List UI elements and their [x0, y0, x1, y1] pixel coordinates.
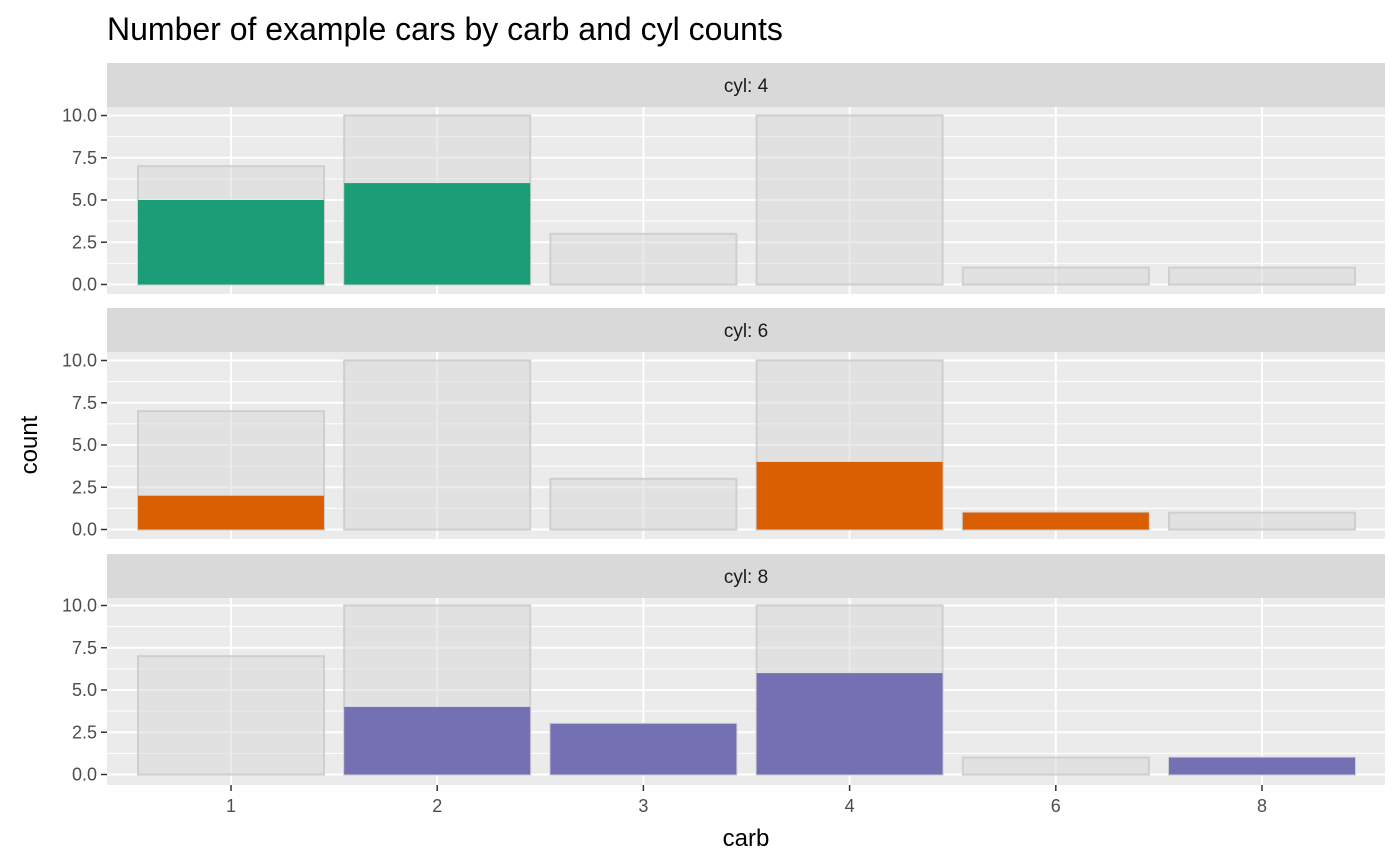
facet-strip [107, 308, 1385, 352]
data-bar [1169, 757, 1355, 775]
y-tick-label: 7.5 [72, 148, 97, 168]
y-axis-title: count [16, 415, 43, 474]
y-tick-label: 5.0 [72, 190, 97, 210]
y-tick-label: 7.5 [72, 638, 97, 658]
y-tick-label: 7.5 [72, 393, 97, 413]
data-bar [344, 183, 531, 285]
x-tick-label: 3 [638, 796, 648, 816]
data-bar [756, 461, 943, 530]
facet-strip-label: cyl: 4 [724, 76, 769, 97]
y-tick-label: 2.5 [72, 232, 97, 252]
x-tick-label: 2 [432, 796, 442, 816]
chart-title: Number of example cars by carb and cyl c… [107, 11, 783, 47]
x-tick-label: 8 [1257, 796, 1267, 816]
y-tick-label: 10.0 [62, 351, 97, 371]
data-bar [138, 495, 324, 530]
facets-layer: cyl: 4 0.0 2.5 5.0 7.5 10.0 cyl: 6 0.0 2.5 5.0 7.5… [62, 63, 1385, 785]
x-axis: 1 2 3 4 6 8 [226, 785, 1267, 816]
x-axis-title: carb [723, 825, 770, 852]
y-tick-label: 10.0 [62, 106, 97, 126]
y-tick-label: 2.5 [72, 722, 97, 742]
background-bar [961, 756, 1150, 776]
y-tick-label: 0.0 [72, 765, 97, 785]
facet-panel: cyl: 8 0.0 2.5 5.0 7.5 10.0 [62, 554, 1385, 785]
data-bar [138, 200, 324, 285]
background-bar [1168, 266, 1356, 286]
facet-panel: cyl: 6 0.0 2.5 5.0 7.5 10.0 [62, 308, 1385, 540]
background-bar [755, 114, 944, 286]
facet-strip [107, 554, 1385, 598]
y-tick-label: 2.5 [72, 477, 97, 497]
data-bar [962, 512, 1149, 530]
background-bar [1168, 511, 1356, 531]
facet-panel: cyl: 4 0.0 2.5 5.0 7.5 10.0 [62, 63, 1385, 295]
x-tick-label: 1 [226, 796, 236, 816]
facet-strip [107, 63, 1385, 107]
data-bar [344, 706, 531, 775]
y-tick-label: 5.0 [72, 435, 97, 455]
x-tick-label: 6 [1051, 796, 1061, 816]
y-tick-label: 0.0 [72, 520, 97, 540]
y-tick-label: 0.0 [72, 275, 97, 295]
x-tick-label: 4 [845, 796, 855, 816]
background-bar [137, 655, 325, 776]
background-bar [343, 359, 532, 531]
y-tick-label: 5.0 [72, 680, 97, 700]
y-tick-label: 10.0 [62, 596, 97, 616]
facet-strip-label: cyl: 6 [724, 321, 768, 342]
background-bar [961, 266, 1150, 286]
data-bar [756, 673, 943, 775]
background-bar [549, 477, 738, 531]
facet-strip-label: cyl: 8 [724, 567, 768, 588]
data-bar [550, 723, 737, 775]
background-bar [549, 232, 738, 286]
